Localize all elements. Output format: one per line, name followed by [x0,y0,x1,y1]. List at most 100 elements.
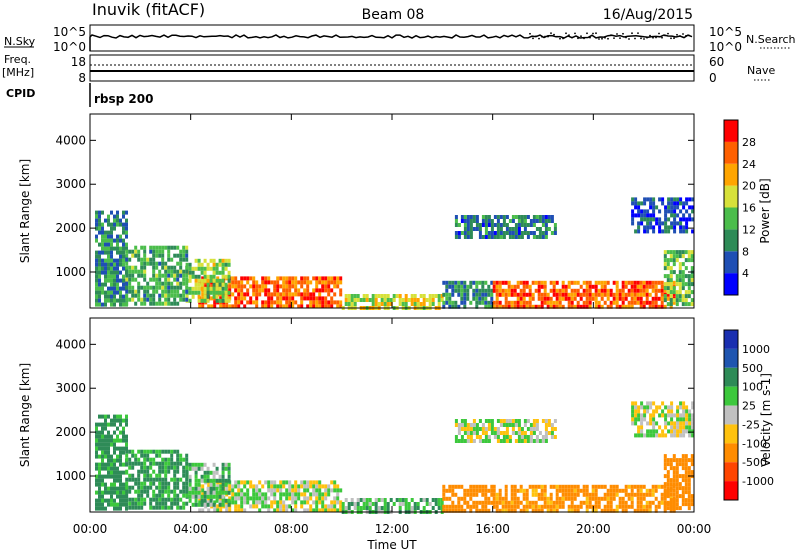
data-cell [303,276,307,281]
data-cell [303,492,307,497]
data-cell [336,284,340,289]
data-cell [522,508,526,513]
data-cell [642,496,646,501]
data-cell [401,498,405,502]
data-cell [532,431,536,435]
data-cell [227,466,231,471]
data-cell [318,480,322,485]
data-cell [221,266,225,271]
data-cell [273,500,277,505]
data-cell [273,280,277,285]
data-cell [327,508,331,513]
data-cell [167,461,171,466]
data-cell [110,442,113,447]
data-cell [113,482,116,487]
data-cell [297,496,301,501]
data-cell [143,489,147,494]
data-cell [167,269,171,274]
data-cell [496,215,500,219]
data-cell [182,281,186,286]
data-cell [660,296,664,301]
data-cell [511,419,515,423]
data-cell [588,300,592,305]
data-cell [179,253,183,258]
data-cell [353,506,357,510]
data-cell [469,219,473,223]
data-cell [146,493,150,498]
data-cell [252,280,256,285]
data-cell [513,300,517,305]
data-cell [101,266,104,271]
data-cell [143,501,147,506]
data-cell [514,231,518,235]
data-cell [122,210,125,215]
data-cell [234,304,238,309]
data-cell [549,304,553,309]
data-cell [526,439,530,443]
data-cell [119,246,122,251]
data-cell [330,280,334,285]
data-cell [255,488,259,493]
data-cell [564,496,568,501]
data-cell [98,414,101,419]
data-cell [492,488,496,493]
data-cell [472,280,476,285]
data-cell [221,294,225,299]
data-cell [188,270,192,275]
data-cell [639,504,643,509]
data-cell [660,496,664,501]
data-cell [543,488,547,493]
data-cell [101,286,104,291]
data-cell [634,197,638,202]
data-cell [466,288,470,293]
data-cell [176,457,180,462]
data-cell [466,292,470,297]
data-cell [306,480,310,485]
data-cell [652,417,656,422]
data-cell [525,496,529,501]
data-cell [514,215,518,219]
data-cell [691,229,695,234]
data-cell [646,225,650,230]
data-cell [540,280,544,285]
data-cell [213,500,217,505]
data-cell [425,502,429,506]
data-cell [678,282,682,287]
data-cell [672,458,676,463]
data-cell [546,508,550,513]
data-cell [218,478,222,483]
data-cell [282,292,286,297]
data-cell [309,496,313,501]
data-cell [540,296,544,301]
data-cell [642,492,646,497]
data-cell [525,500,529,505]
data-cell [507,504,511,509]
data-cell [125,506,128,511]
data-cell [185,473,189,478]
data-cell [454,280,458,285]
data-cell [221,290,225,295]
data-cell [104,462,107,467]
data-cell [684,302,688,307]
data-cell [128,285,132,290]
data-cell [484,300,488,305]
data-cell [173,289,177,294]
data-cell [398,302,402,306]
data-cell [246,276,250,281]
data-cell [690,302,694,307]
data-cell [182,485,186,490]
data-cell [215,294,219,299]
colorbar-frame [723,329,739,501]
data-cell [585,504,589,509]
data-cell [543,500,547,505]
data-cell [631,417,635,422]
data-cell [197,494,201,499]
data-cell [544,435,548,439]
data-cell [457,292,461,297]
data-cell [95,234,98,239]
data-cell [684,478,688,483]
data-cell [478,439,482,443]
data-cell [492,492,496,497]
data-cell [377,506,381,510]
data-cell [207,484,211,489]
